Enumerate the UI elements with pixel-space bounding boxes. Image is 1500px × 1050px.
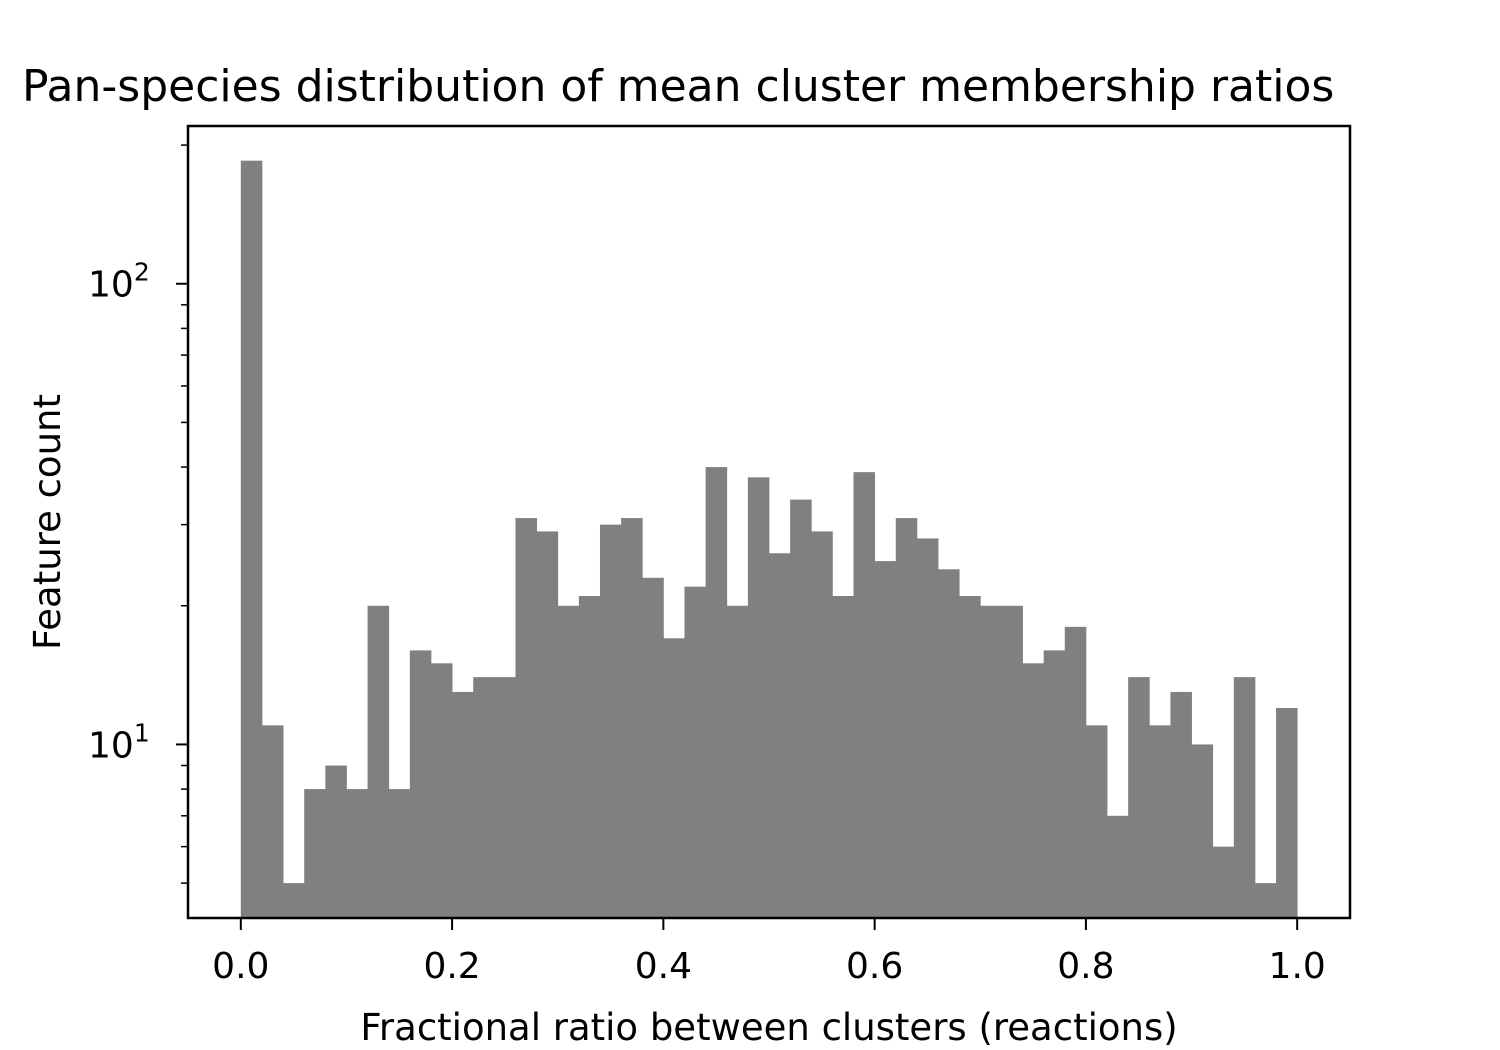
x-tick-label: 0.4 (635, 946, 692, 987)
histogram-bar (1254, 883, 1277, 918)
chart-title: Pan-species distribution of mean cluster… (22, 61, 1334, 112)
histogram-bar (747, 477, 770, 918)
y-axis: 101 102 (88, 144, 188, 884)
histogram-bar (346, 789, 368, 918)
x-axis-label: Fractional ratio between clusters (react… (360, 1006, 1177, 1049)
histogram-bar (1212, 846, 1235, 918)
histogram-bar (790, 499, 812, 918)
histogram-bar (304, 789, 326, 918)
histogram-bar (430, 663, 453, 918)
x-axis: 0.0 0.2 0.4 0.6 0.8 1.0 (212, 918, 1326, 987)
plot-frame (186, 124, 1352, 920)
histogram-bar (621, 518, 643, 918)
histogram-bar (536, 531, 559, 918)
histogram-bar (515, 518, 537, 918)
histogram-bar (916, 538, 939, 918)
histogram-bar (895, 518, 918, 918)
histogram-bar (261, 725, 284, 918)
histogram-bar (853, 472, 876, 918)
histogram-bar (578, 595, 601, 918)
histogram-bar (832, 595, 854, 918)
histogram-bar (1107, 815, 1129, 918)
histogram-bar (1276, 707, 1298, 918)
histogram-bar (663, 638, 685, 918)
histogram-bar (705, 467, 728, 918)
histogram-bar (726, 605, 749, 918)
y-axis-label: Feature count (26, 394, 69, 650)
histogram-bar (938, 569, 960, 918)
y-tick-label: 101 (88, 718, 150, 766)
histogram-bar (557, 605, 580, 918)
histogram-bar (959, 595, 981, 918)
bar-group (240, 160, 1298, 919)
histogram-bar (473, 677, 495, 918)
histogram-bar (599, 524, 622, 918)
histogram-bar (980, 605, 1002, 918)
x-tick-label: 0.8 (1057, 946, 1114, 987)
histogram-bar (452, 691, 474, 918)
y-tick-label: 102 (88, 258, 150, 306)
histogram-bar (240, 160, 263, 919)
histogram-bar (409, 650, 432, 918)
histogram-bar (642, 577, 664, 918)
histogram-bar (388, 789, 411, 918)
histogram-bar (811, 531, 833, 918)
x-tick-label: 0.6 (846, 946, 903, 987)
histogram-bar (874, 561, 897, 918)
x-tick-label: 0.2 (423, 946, 480, 987)
histogram-bar (1191, 744, 1214, 918)
histogram-bar (684, 586, 707, 918)
histogram-bar (494, 677, 516, 918)
histogram-bar (1085, 725, 1108, 918)
histogram-bar (769, 553, 791, 918)
histogram-bar (1022, 663, 1045, 918)
histogram-bar (283, 883, 305, 918)
histogram-bar (1149, 725, 1171, 918)
histogram-bar (367, 605, 390, 918)
histogram-bar (325, 765, 347, 918)
histogram-bar (1043, 650, 1066, 918)
histogram-bar (1001, 605, 1023, 918)
x-tick-label: 1.0 (1269, 946, 1326, 987)
histogram-bar (1233, 677, 1256, 918)
histogram-bar (1064, 626, 1087, 918)
histogram-bar (1128, 677, 1150, 918)
histogram-bar (1170, 691, 1192, 918)
x-tick-label: 0.0 (212, 946, 269, 987)
